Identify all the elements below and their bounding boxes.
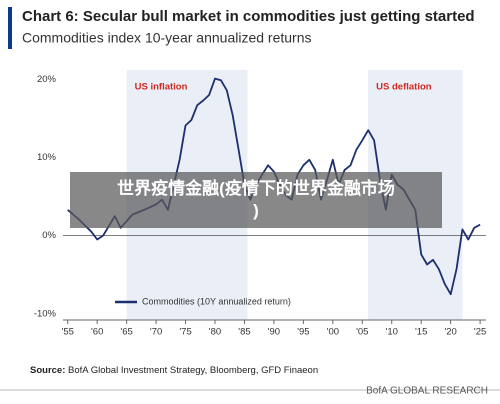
overlay-text: ) [253,201,259,220]
source-text: Source: BofA Global Investment Strategy,… [30,365,318,376]
x-tick-label: '70 [150,327,162,338]
legend-label: Commodities (10Y annualized return) [142,296,291,306]
x-tick-label: '95 [297,327,309,338]
x-tick-label: '05 [356,327,368,338]
y-tick-label: -10% [34,308,57,319]
title-accent [8,7,12,49]
x-tick-label: '60 [91,327,103,338]
x-tick-label: '55 [62,327,74,338]
x-tick-label: '85 [238,327,250,338]
chart-title: Chart 6: Secular bull market in commodit… [22,8,475,25]
x-tick-label: '25 [474,327,486,338]
overlay-banner: 世界疫情金融(疫情下的世界金融市场) [70,172,442,228]
region-label: US inflation [135,82,188,93]
x-tick-label: '80 [209,327,221,338]
x-tick-label: '00 [327,327,339,338]
x-tick-label: '75 [179,327,191,338]
region-label: US deflation [376,82,432,93]
x-tick-label: '10 [386,327,398,338]
chart-subtitle: Commodities index 10-year annualized ret… [22,30,311,46]
x-tick-label: '20 [444,327,456,338]
x-tick-label: '90 [268,327,280,338]
x-tick-label: '65 [120,327,132,338]
x-tick-label: '15 [415,327,427,338]
footer-brand: BofA GLOBAL RESEARCH [366,386,488,397]
y-tick-label: 20% [37,74,57,85]
y-tick-label: 10% [37,152,57,163]
y-tick-label: 0% [42,230,56,241]
overlay-text: 世界疫情金融(疫情下的世界金融市场 [117,179,395,198]
